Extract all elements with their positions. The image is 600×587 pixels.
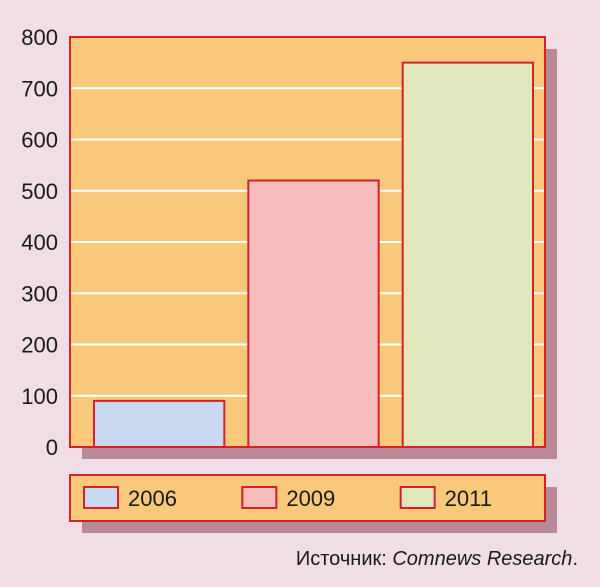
y-tick-label: 100 [21,384,58,409]
legend: 2006 2009 2011 [69,474,557,533]
y-tick-label: 200 [21,333,58,358]
legend-box [69,474,546,522]
source-prefix: Источник: [295,548,393,570]
bars [93,61,534,448]
source-note: Источник: Comnews Research. [296,548,578,571]
bar-2009 [247,179,380,448]
y-tick-label: 800 [21,25,58,50]
y-tick-label: 600 [21,128,58,153]
y-tick-label: 300 [21,281,58,306]
legend-label-2011: 2011 [445,486,492,511]
y-axis-ticks: 0 100 200 300 400 500 600 700 800 [21,25,58,460]
legend-label-2006: 2006 [128,486,177,511]
bar-2006 [93,399,226,448]
legend-label-2009: 2009 [286,486,335,511]
legend-swatch-2009 [241,486,278,509]
source-name: Comnews Research [392,548,573,570]
y-tick-label: 500 [21,179,58,204]
y-tick-label: 0 [46,435,58,460]
bar-2011 [401,61,534,448]
legend-swatch-2006 [83,486,119,509]
source-suffix: . [572,548,578,570]
legend-swatch-2011 [399,486,436,509]
y-tick-label: 400 [21,230,58,255]
y-tick-label: 700 [21,76,58,101]
